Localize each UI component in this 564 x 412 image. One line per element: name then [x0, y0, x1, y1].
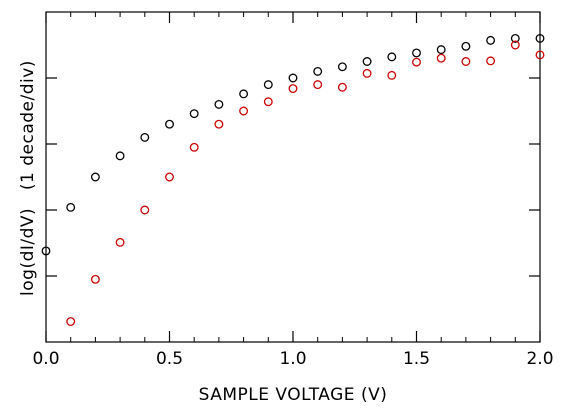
data-point — [461, 41, 471, 51]
x-axis-title: SAMPLE VOLTAGE (V) — [199, 385, 388, 405]
data-point — [337, 82, 347, 92]
data-point — [165, 119, 174, 129]
data-point — [412, 57, 421, 67]
data-point — [41, 246, 51, 256]
x-tick-label: 0.0 — [32, 349, 59, 369]
data-point — [263, 80, 273, 90]
data-point — [510, 33, 520, 43]
x-tick-labels: 0.0 0.5 1.0 1.5 2.0 — [32, 349, 553, 369]
data-point — [90, 172, 100, 182]
data-point — [535, 33, 545, 43]
data-points — [41, 33, 545, 326]
data-point — [461, 57, 471, 66]
data-point — [436, 53, 446, 63]
data-point — [510, 40, 520, 50]
data-point — [66, 317, 76, 326]
x-tick-label: 2.0 — [526, 349, 553, 369]
data-point — [535, 50, 545, 60]
data-point — [288, 73, 298, 83]
data-point — [140, 205, 150, 215]
x-tick-label: 0.5 — [156, 349, 183, 369]
data-point — [337, 62, 347, 72]
axis-ticks — [45, 12, 541, 342]
data-point — [387, 70, 397, 80]
data-point — [313, 80, 323, 90]
data-point — [189, 142, 199, 152]
plot-frame — [45, 11, 541, 343]
data-point — [486, 35, 496, 45]
data-point — [189, 109, 199, 119]
data-point — [115, 151, 125, 161]
data-point — [66, 202, 76, 212]
data-point — [486, 56, 496, 66]
data-point — [140, 132, 150, 142]
x-tick-label: 1.0 — [279, 349, 306, 369]
data-point — [288, 84, 298, 94]
data-point — [362, 68, 372, 78]
data-point — [412, 48, 421, 58]
data-point — [165, 172, 174, 182]
series-1 — [66, 40, 545, 326]
data-point — [214, 119, 224, 129]
data-point — [115, 237, 125, 247]
data-point — [214, 99, 224, 109]
data-point — [239, 106, 249, 116]
y-axis-title: log(dI/dV) (1 decade/div) — [18, 60, 38, 296]
data-point — [387, 52, 397, 62]
series-0 — [41, 33, 545, 256]
data-point — [90, 274, 100, 284]
data-point — [263, 97, 273, 107]
data-point — [313, 66, 323, 76]
data-point — [436, 45, 446, 55]
data-point — [362, 57, 372, 66]
x-tick-label: 1.5 — [403, 349, 430, 369]
data-point — [239, 89, 249, 99]
